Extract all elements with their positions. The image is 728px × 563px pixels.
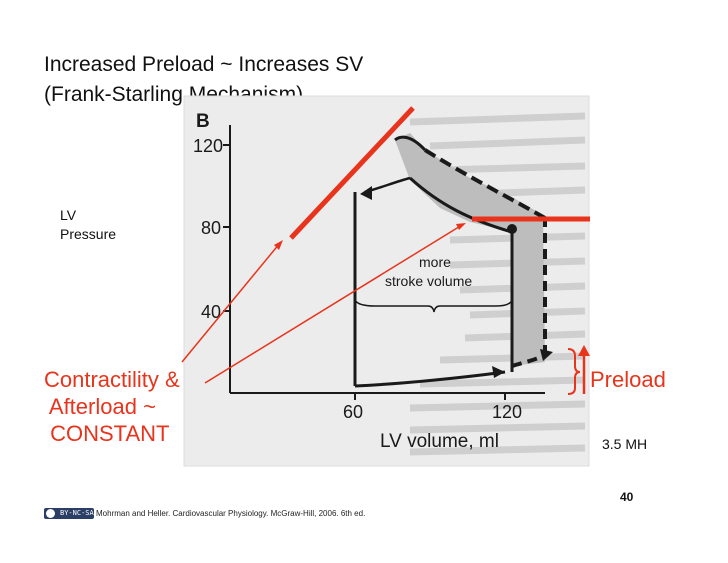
faded-background-text [409, 112, 586, 456]
arrowhead [492, 366, 505, 378]
arrowhead [360, 186, 372, 200]
y-tick-label: 80 [201, 218, 221, 238]
extended-ejection-curve [423, 148, 546, 220]
annotation-line: Afterload ~ [44, 394, 156, 419]
afterload-pointer [204, 224, 463, 384]
scan-border [183, 95, 590, 467]
author-initials: 3.5 MH [602, 436, 648, 452]
y-axis-label-line-2: Pressure [60, 226, 117, 242]
shaded-area-label: stroke volume [385, 273, 472, 289]
x-axis-label: LV volume, ml [380, 431, 499, 452]
extra-stroke-volume-shading [395, 133, 545, 366]
stroke-volume-brace [354, 299, 513, 313]
y-axis-label: LV Pressure [60, 206, 116, 244]
loop-peak-curve [394, 135, 427, 152]
annotation-line: Contractility & [44, 367, 180, 392]
page-number: 40 [620, 490, 634, 504]
preload-label: Preload [590, 367, 666, 392]
ejection-curve [408, 176, 513, 234]
contractility-afterload-annotation: Contractility & Afterload ~ CONSTANT [44, 366, 180, 447]
x-tick-label: 60 [343, 402, 363, 422]
filling-curve [354, 370, 506, 388]
y-tick-label: 40 [201, 302, 221, 322]
x-tick-label: 120 [492, 402, 522, 422]
panel-label: B [196, 111, 210, 132]
y-tick-label: 120 [193, 136, 223, 156]
y-axis-label-line-1: LV [60, 207, 77, 223]
license-badge-text: BY-NC-SA [60, 509, 94, 517]
arrowhead [274, 240, 283, 250]
arrowhead [456, 223, 466, 230]
contractility-pointer [181, 242, 281, 363]
end-systolic-point [507, 224, 517, 234]
license-badge-icon[interactable]: BY-NC-SA [44, 508, 94, 519]
title-line-1: Increased Preload ~ Increases SV [44, 53, 364, 76]
preload-brace [567, 348, 581, 395]
arrowhead [578, 345, 590, 356]
shaded-area-label: more [419, 254, 451, 270]
citation: Mohrman and Heller. Cardiovascular Physi… [96, 509, 366, 518]
annotation-line: CONSTANT [44, 421, 170, 446]
contractility-line [289, 106, 415, 240]
cc-logo-icon [46, 509, 55, 518]
x-axis-ticks [354, 393, 506, 400]
